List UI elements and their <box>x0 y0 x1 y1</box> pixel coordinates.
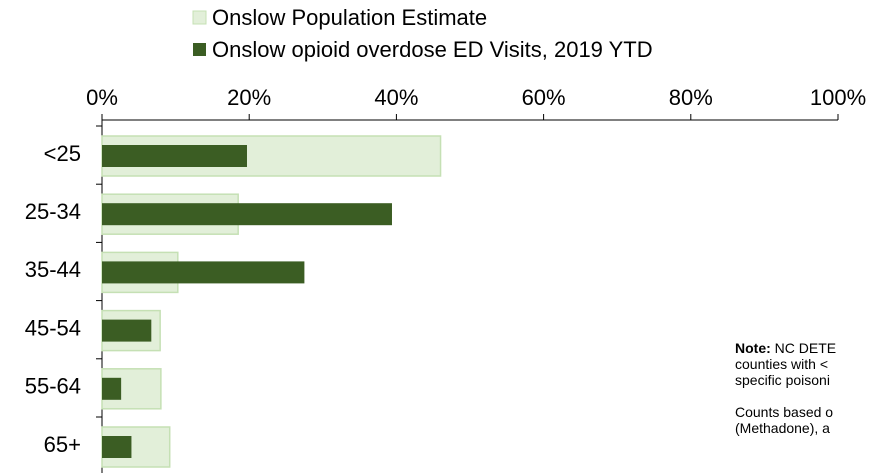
bar-ed-visits <box>102 261 305 284</box>
note-label: Note: <box>735 340 771 356</box>
note-line-3: specific poisoni <box>735 372 830 388</box>
y-tick-label: 65+ <box>44 432 81 457</box>
x-axis: 0% 20% 40% 60% 80% 100% <box>86 85 866 121</box>
x-tick-label: 100% <box>810 85 866 110</box>
x-tick-label: 20% <box>227 85 271 110</box>
y-tick-label: <25 <box>44 141 81 166</box>
bar-ed-visits <box>102 436 132 458</box>
x-tick-label: 60% <box>522 85 566 110</box>
bar-ed-visits <box>102 145 247 167</box>
bar-ed-visits <box>102 377 122 400</box>
x-tick-label: 80% <box>669 85 713 110</box>
note-line-1: NC DETE <box>770 340 837 356</box>
legend-label-2: Onslow opioid overdose ED Visits, 2019 Y… <box>212 37 653 62</box>
y-axis: <25 25-34 35-44 45-54 55-64 65+ <box>25 120 103 473</box>
x-tick-label: 40% <box>374 85 418 110</box>
legend-swatch-2 <box>193 43 206 56</box>
legend-swatch-1 <box>192 10 207 25</box>
legend: Onslow Population Estimate Onslow opioid … <box>192 5 653 62</box>
bar-ed-visits <box>102 203 392 226</box>
y-tick-label: 25-34 <box>25 199 81 224</box>
y-tick-label: 55-64 <box>25 374 81 399</box>
x-tick-label: 0% <box>86 85 118 110</box>
legend-label-1: Onslow Population Estimate <box>212 5 487 30</box>
y-tick-label: 45-54 <box>25 315 81 340</box>
bar-ed-visits <box>102 319 152 342</box>
note-text: Note: NC DETE counties with < specific p… <box>735 340 873 436</box>
note-line-4: Counts based o <box>735 404 834 420</box>
note-line-2: counties with < <box>735 356 828 372</box>
y-tick-label: 35-44 <box>25 257 81 282</box>
note-line-5: (Methadone), a <box>735 420 830 436</box>
bars <box>101 135 442 468</box>
